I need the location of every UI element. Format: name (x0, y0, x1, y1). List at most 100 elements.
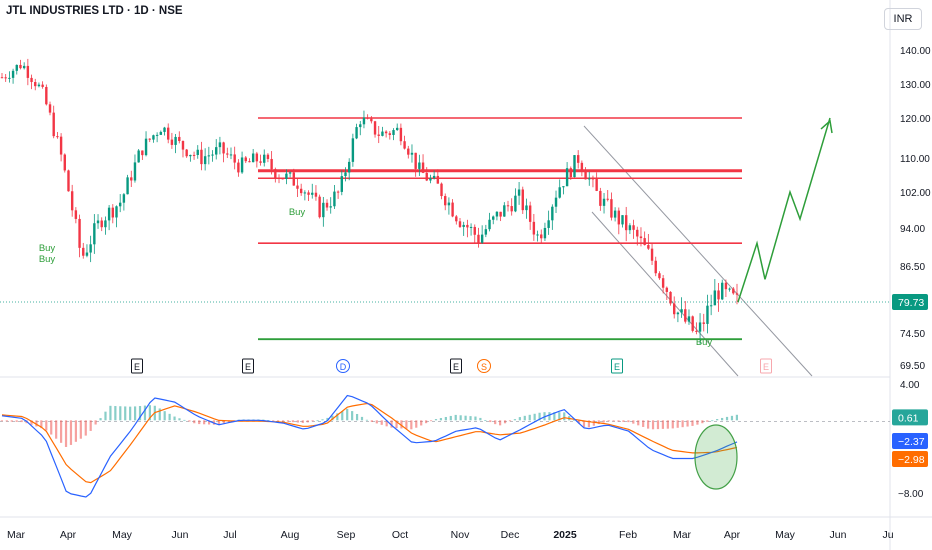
candle-body (425, 172, 428, 181)
candle-body (347, 161, 351, 173)
candle-body (159, 131, 163, 135)
candle-body (525, 205, 528, 211)
candle-body (695, 330, 698, 332)
macd-histogram-bar (104, 411, 107, 421)
macd-histogram-bar (632, 420, 635, 424)
projection-path (737, 117, 831, 303)
macd-histogram-bar (10, 420, 13, 422)
candle-body (281, 178, 284, 180)
macd-histogram-bar (523, 415, 526, 421)
price-tick-label: 69.50 (900, 361, 925, 372)
candle-body (536, 234, 539, 236)
candle-body (702, 322, 705, 324)
candle-body (366, 117, 369, 119)
currency-selector[interactable]: INR (884, 8, 922, 30)
macd-histogram-bar (291, 420, 295, 423)
macd-histogram-bar (281, 420, 285, 422)
candle-body (251, 153, 255, 163)
macd-histogram-bar (725, 416, 729, 421)
macd-histogram-bar (647, 420, 650, 429)
macd-histogram-bar (721, 417, 724, 421)
time-tick-label: Apr (60, 529, 77, 541)
candle-body (565, 168, 569, 187)
candle-body (207, 155, 211, 157)
candle-body (669, 291, 672, 304)
candle-body (237, 162, 240, 173)
macd-histogram-bar (203, 420, 206, 425)
macd-histogram-bar (607, 420, 610, 422)
candle-body (599, 190, 602, 206)
macd-histogram-bar (193, 420, 196, 424)
macd-histogram-bar (622, 420, 625, 422)
macd-histogram-bar (459, 415, 462, 421)
candle-body (469, 226, 473, 228)
candle-body (432, 175, 436, 179)
macd-histogram-bar (444, 416, 447, 421)
candle-body (163, 127, 166, 132)
candle-body (4, 77, 7, 79)
candle-body (392, 130, 395, 135)
candle-body (311, 192, 314, 195)
macd-histogram-bar (119, 406, 122, 421)
candle-body (514, 195, 517, 212)
candle-body (613, 210, 617, 218)
candle-body (381, 131, 384, 136)
candle-body (270, 158, 273, 170)
candle-body (48, 104, 52, 113)
candle-body (554, 197, 558, 207)
macd-hist-badge: 0.61 (898, 412, 919, 424)
macd-histogram-bar (183, 419, 186, 421)
macd-histogram-bar (148, 405, 151, 421)
channel-upper-line (583, 125, 813, 377)
candle-body (45, 86, 48, 105)
macd-histogram-bar (15, 420, 18, 422)
candle-body (0, 77, 4, 79)
candle-body (318, 196, 321, 218)
candle-body (706, 305, 709, 324)
candle-body (684, 309, 687, 322)
candle-body (277, 177, 281, 179)
candle-body (488, 219, 491, 230)
candle-body (322, 202, 325, 218)
macd-histogram-bar (138, 406, 142, 421)
macd-histogram-bar (0, 420, 4, 422)
time-tick-label: Feb (619, 529, 637, 541)
macd-histogram-bar (207, 420, 211, 425)
time-tick-label: Mar (7, 529, 26, 541)
macd-histogram-bar (434, 419, 438, 421)
macd-histogram-bar (321, 419, 324, 421)
split-icon (477, 359, 491, 373)
price-tick-label: 86.50 (900, 262, 925, 273)
candle-body (93, 223, 96, 245)
candle-body (240, 157, 244, 173)
candle-body (462, 224, 465, 227)
event-marker-label: E (453, 362, 459, 372)
candle-body (274, 169, 277, 178)
candle-body (639, 236, 643, 239)
macd-histogram-bar (587, 420, 591, 428)
candle-body (200, 149, 203, 165)
candle-body (466, 224, 469, 228)
candle-body (698, 322, 702, 332)
candle-body (37, 84, 41, 87)
event-marker-e: E (450, 358, 462, 374)
candle-body (137, 150, 140, 163)
candle-body (617, 210, 621, 225)
candle-body (440, 183, 443, 197)
candle-body (292, 172, 295, 186)
time-tick-label: Nov (451, 529, 470, 541)
candle-body (569, 168, 572, 178)
candle-body (148, 138, 151, 140)
last-price-badge-bg (892, 294, 928, 310)
candle-body (196, 149, 199, 155)
macd-histogram-bar (306, 420, 309, 423)
time-tick-label: 2025 (553, 529, 577, 541)
candle-body (11, 70, 15, 78)
macd-histogram-bar (425, 420, 428, 424)
macd-histogram-bar (429, 420, 433, 422)
macd-histogram-bar (691, 420, 694, 426)
candle-body (185, 149, 188, 157)
candle-body (543, 227, 547, 239)
candle-body (115, 206, 118, 218)
